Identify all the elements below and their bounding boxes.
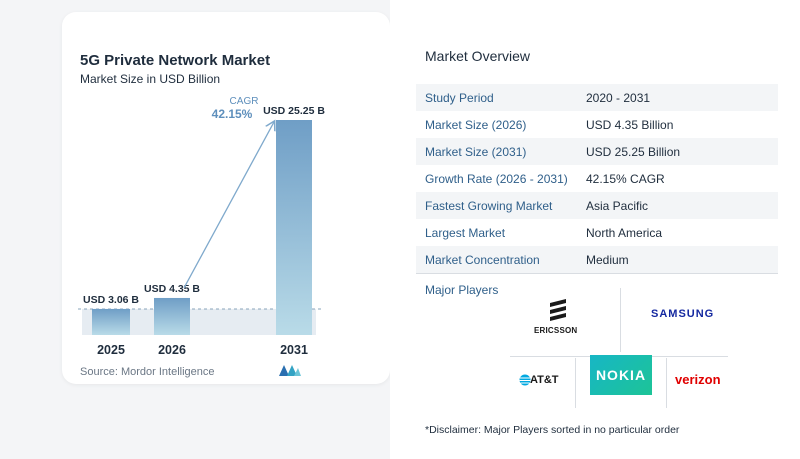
row-key: Growth Rate (2026 - 2031) — [425, 171, 568, 186]
verizon-logo: verizon — [675, 372, 721, 387]
ericsson-logo-icon — [550, 299, 566, 321]
row-value: North America — [586, 225, 663, 240]
bar-2025 — [92, 308, 130, 335]
row-key: Fastest Growing Market — [425, 198, 553, 213]
row-value: Asia Pacific — [586, 198, 649, 213]
row-value: Medium — [586, 252, 629, 267]
overview-row: Market Size (2026) USD 4.35 Billion — [416, 111, 778, 138]
data-label: USD 3.06 B — [83, 294, 139, 306]
row-key: Market Size (2031) — [425, 144, 527, 159]
cagr-arrow — [183, 122, 274, 289]
overview-row: Market Size (2031) USD 25.25 Billion — [416, 138, 778, 165]
source-text: Source: Mordor Intelligence — [80, 366, 215, 378]
bar-2031 — [276, 120, 312, 335]
players-title: Major Players — [425, 283, 499, 297]
row-key: Study Period — [425, 90, 494, 105]
data-label: USD 4.35 B — [144, 283, 200, 295]
row-key: Largest Market — [425, 225, 506, 240]
row-key: Market Size (2026) — [425, 117, 527, 132]
x-tick-label: 2026 — [158, 343, 186, 357]
samsung-logo: SAMSUNG — [651, 308, 715, 320]
logo-grid-line — [666, 358, 667, 408]
chart-title: 5G Private Network Market — [80, 52, 271, 69]
mordor-logo-icon — [279, 365, 301, 376]
row-value: USD 25.25 Billion — [586, 144, 681, 159]
logo-grid-line — [575, 358, 576, 408]
nokia-logo: NOKIA — [590, 355, 652, 395]
chart-subtitle: Market Size in USD Billion — [80, 72, 221, 86]
att-logo: AT&T — [530, 374, 559, 386]
cagr-label: CAGR — [230, 96, 259, 107]
overview-title: Market Overview — [425, 48, 531, 64]
overview-row: Fastest Growing Market Asia Pacific — [416, 192, 778, 219]
overview-row: Largest Market North America — [416, 219, 778, 246]
overview-row: Study Period 2020 - 2031 — [416, 84, 778, 111]
row-value: 2020 - 2031 — [586, 90, 651, 105]
logo-grid-line — [620, 288, 621, 352]
overview-row: Market Concentration Medium — [416, 246, 778, 273]
overview-row: Growth Rate (2026 - 2031) 42.15% CAGR — [416, 165, 778, 192]
cagr-value: 42.15% — [212, 107, 253, 121]
row-value: USD 4.35 Billion — [586, 117, 674, 132]
x-tick-label: 2025 — [97, 343, 125, 357]
x-tick-label: 2031 — [280, 343, 308, 357]
ericsson-name: ERICSSON — [534, 326, 578, 335]
att-globe-icon — [519, 374, 531, 386]
row-value: 42.15% CAGR — [586, 171, 665, 186]
nokia-name: NOKIA — [595, 367, 647, 383]
row-key: Market Concentration — [425, 252, 540, 267]
disclaimer-text: *Disclaimer: Major Players sorted in no … — [425, 424, 680, 436]
bar-2026 — [154, 297, 190, 335]
bar-chart: USD 3.06 B 2025 USD 4.35 B 2026 USD 25.25 B 2… — [78, 96, 325, 357]
data-label: USD 25.25 B — [263, 105, 325, 117]
row-divider — [416, 273, 778, 274]
